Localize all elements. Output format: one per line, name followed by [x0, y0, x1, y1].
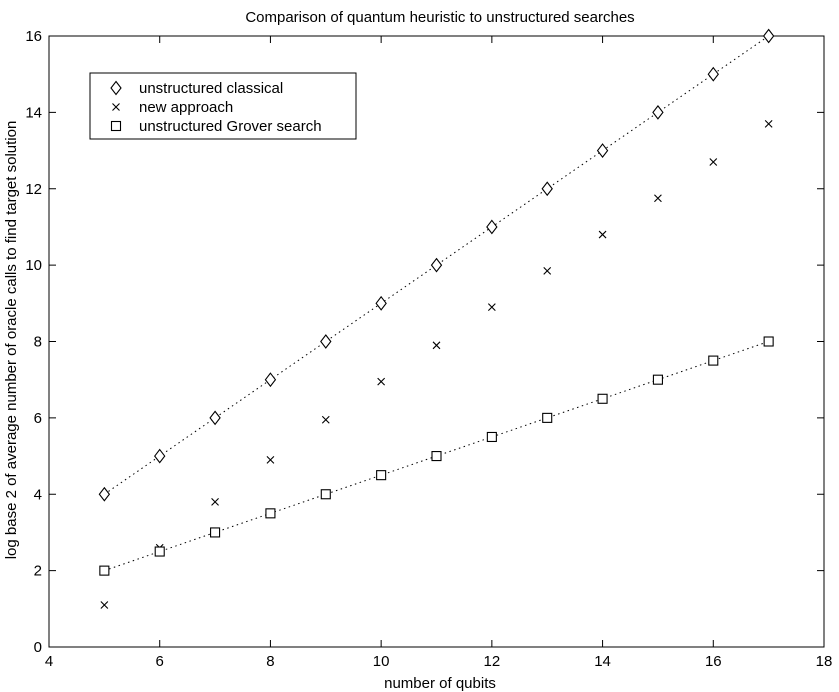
- point-new-approach: [211, 497, 219, 506]
- point-classical: [430, 257, 443, 273]
- x-tick-label: 10: [373, 653, 390, 670]
- point-grover: [99, 565, 110, 576]
- point-classical: [541, 181, 553, 197]
- legend-marker-grover: [110, 120, 122, 132]
- point-classical: [209, 410, 221, 426]
- x-tick-label: 8: [266, 653, 274, 670]
- legend-marker-classical: [110, 80, 122, 96]
- legend-marker-new-approach: [112, 103, 120, 111]
- y-tick-label: 12: [25, 181, 42, 198]
- x-tick-label: 18: [816, 653, 833, 670]
- point-classical: [375, 295, 387, 311]
- y-tick-label: 4: [34, 486, 42, 503]
- y-tick-label: 0: [34, 639, 42, 656]
- point-new-approach: [487, 303, 496, 312]
- y-tick-label: 2: [34, 563, 42, 580]
- point-new-approach: [266, 455, 275, 464]
- point-classical: [264, 372, 277, 388]
- y-tick-label: 16: [25, 28, 42, 45]
- x-tick-label: 4: [45, 653, 53, 670]
- y-axis-label: log base 2 of average number of oracle c…: [3, 121, 20, 560]
- legend: unstructured classical new approach unst…: [89, 72, 357, 140]
- y-axis-ticks: 0 2 4 6 8 10 12 14 16: [25, 28, 824, 656]
- point-new-approach: [764, 119, 773, 128]
- point-new-approach: [377, 377, 386, 386]
- legend-label-classical: unstructured classical: [139, 80, 283, 97]
- y-tick-label: 14: [25, 104, 42, 121]
- point-classical: [762, 28, 775, 44]
- point-classical: [486, 219, 498, 235]
- point-new-approach: [432, 341, 441, 350]
- chart-title: Comparison of quantum heuristic to unstr…: [245, 9, 634, 26]
- legend-box: [89, 72, 357, 140]
- y-tick-label: 8: [34, 334, 42, 351]
- point-grover: [265, 508, 276, 519]
- x-axis-label: number of qubits: [384, 675, 496, 692]
- point-grover: [597, 393, 608, 404]
- x-tick-label: 16: [705, 653, 722, 670]
- point-new-approach: [543, 266, 552, 275]
- x-axis-ticks: 4 6 8 10 12 14 16 18: [45, 36, 833, 670]
- point-classical: [652, 104, 664, 120]
- point-grover: [431, 451, 442, 462]
- point-grover: [320, 489, 331, 500]
- point-classical: [320, 334, 332, 349]
- legend-markers: [110, 80, 122, 132]
- point-classical: [596, 143, 609, 158]
- point-grover: [210, 527, 221, 538]
- point-classical: [707, 66, 719, 82]
- point-new-approach: [321, 415, 330, 424]
- data-markers: [98, 28, 775, 609]
- point-classical: [154, 448, 166, 464]
- point-grover: [763, 336, 774, 347]
- point-new-approach: [709, 158, 718, 166]
- point-grover: [376, 470, 387, 481]
- x-tick-label: 6: [156, 653, 164, 670]
- point-grover: [708, 355, 719, 366]
- point-new-approach: [598, 230, 607, 239]
- legend-label-grover: unstructured Grover search: [139, 118, 322, 135]
- point-grover: [486, 431, 497, 443]
- point-grover: [154, 546, 165, 557]
- point-classical: [98, 486, 111, 502]
- y-tick-label: 6: [34, 410, 42, 427]
- legend-label-new-approach: new approach: [139, 99, 233, 116]
- x-tick-label: 14: [594, 653, 611, 670]
- x-tick-label: 12: [484, 653, 501, 670]
- point-grover: [542, 412, 553, 423]
- point-grover: [652, 374, 663, 385]
- point-new-approach: [100, 601, 109, 609]
- y-tick-label: 10: [25, 257, 42, 274]
- point-new-approach: [654, 194, 662, 203]
